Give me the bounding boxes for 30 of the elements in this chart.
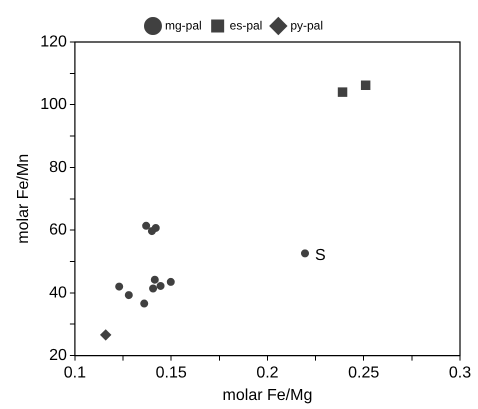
x-axis-title: molar Fe/Mg [222, 386, 312, 404]
y-tick-label: 20 [49, 347, 67, 364]
legend-label: mg-pal [164, 18, 202, 32]
point [150, 276, 159, 284]
point [338, 87, 348, 97]
point [156, 282, 165, 290]
point [115, 282, 124, 291]
y-axis-title: molar Fe/Mn [15, 154, 32, 244]
point [149, 284, 158, 292]
y-tick-label: 60 [49, 222, 67, 239]
point [100, 329, 112, 340]
y-tick-label: 120 [40, 33, 67, 50]
x-tick-label: 0.25 [348, 364, 380, 382]
point [140, 300, 148, 308]
point [166, 278, 175, 286]
legend-label: py-pal [290, 18, 324, 32]
x-tick-label: 0.15 [156, 364, 187, 382]
y-tick-label: 40 [49, 284, 67, 302]
x-tick-label: 0.3 [448, 364, 472, 382]
annotation: S [314, 246, 326, 264]
x-tick-label: 0.1 [64, 364, 86, 382]
x-tick-label: 0.2 [256, 364, 279, 382]
legend-label: es-pal [230, 18, 262, 32]
point [152, 224, 160, 232]
y-tick-label: 100 [40, 96, 67, 114]
point [124, 291, 133, 300]
point [300, 249, 309, 258]
point [360, 80, 370, 90]
y-tick-label: 80 [49, 158, 67, 176]
point [142, 222, 150, 230]
